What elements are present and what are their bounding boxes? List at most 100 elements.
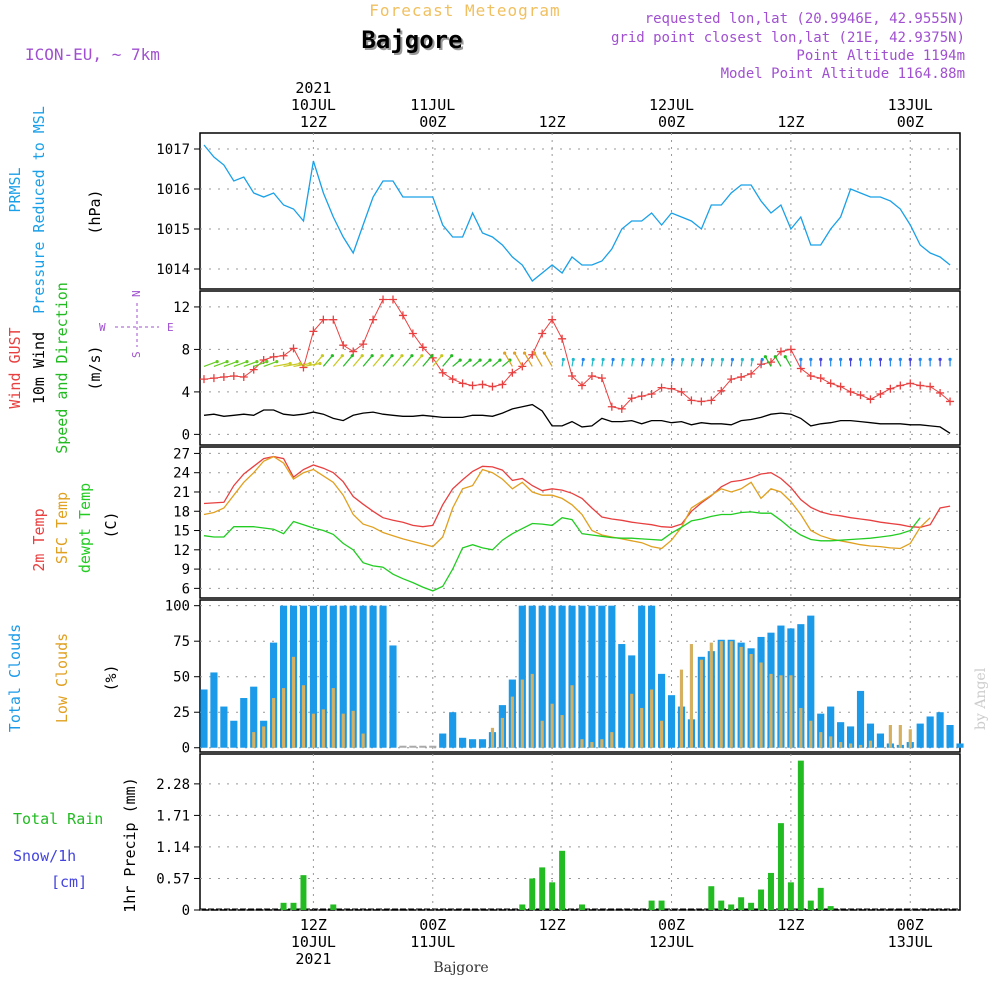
wind-arrow-head xyxy=(400,354,404,358)
gust-marker xyxy=(647,390,656,399)
wind-direction-arrow xyxy=(243,361,258,367)
wind-arrow-head xyxy=(275,360,279,364)
gust-marker xyxy=(438,368,447,377)
wind-direction-arrow xyxy=(293,362,311,367)
low-cloud-bar xyxy=(272,698,276,748)
total-cloud-bar xyxy=(478,739,487,748)
low-cloud-bar xyxy=(600,739,604,748)
wind-arrow-head xyxy=(868,357,873,362)
total-cloud-bar xyxy=(876,733,884,748)
total-cloud-bar xyxy=(578,605,586,748)
total-cloud-bar xyxy=(399,745,407,748)
panel-temperature: 6 9 12 15 18 21 24 27 2m Temp SFC Temp dewpt Temp (… xyxy=(30,446,961,599)
wind-arrow-head xyxy=(370,354,374,358)
y-tick-label: 0.57 xyxy=(156,871,190,887)
wind-arrow-head xyxy=(581,357,585,362)
wind-arrow-head xyxy=(360,354,364,358)
wind-arrow-head xyxy=(320,354,325,358)
low-cloud-bar xyxy=(759,662,763,748)
total-cloud-bar xyxy=(807,615,815,748)
gust-marker xyxy=(468,381,477,390)
gust-marker xyxy=(906,379,915,388)
bottom-axis-label: 12Z xyxy=(777,916,804,934)
wind-arrow-head xyxy=(498,358,502,362)
gust-marker xyxy=(249,365,258,374)
y-tick-label: 18 xyxy=(173,504,190,520)
gust-marker xyxy=(737,373,746,382)
gust-marker xyxy=(667,384,676,393)
wind-arrow-head xyxy=(318,361,322,366)
wind-arrow-head xyxy=(288,361,292,366)
requested-coords: requested lon,lat (20.9946E, 42.9555N) xyxy=(645,11,965,27)
low-cloud-bar xyxy=(679,669,684,748)
low-cloud-bar xyxy=(510,696,514,748)
dewpt-label: dewpt Temp xyxy=(76,483,94,573)
wind-arrow-head xyxy=(235,360,239,364)
wind-arrow-head xyxy=(631,357,635,362)
precip-bar xyxy=(290,902,297,910)
gust-marker xyxy=(826,379,835,388)
low-cloud-bar xyxy=(739,646,743,748)
wind-direction-arrow xyxy=(203,361,218,367)
wind-direction-arrow xyxy=(492,359,501,367)
compass-north: N xyxy=(130,290,143,297)
bottom-axis-label: 00Z xyxy=(419,916,446,934)
total-cloud-bar xyxy=(648,605,656,748)
wind-direction-arrow xyxy=(263,361,278,367)
wind-direction-arrow xyxy=(472,359,481,367)
top-axis-label: 13JUL xyxy=(888,96,933,114)
bottom-axis-label: 12Z xyxy=(300,916,327,934)
wind-arrow-head xyxy=(350,354,354,358)
wind-arrow-head xyxy=(671,357,675,362)
wind-arrow-head xyxy=(468,358,472,362)
precip-bar xyxy=(817,887,824,910)
gust-marker xyxy=(836,382,845,391)
panels: 1014 1015 1016 1017 PRMSL Pressure Reduced to… xyxy=(6,106,964,919)
low-cloud-bar xyxy=(659,720,664,748)
precip-bar xyxy=(827,906,834,910)
total-cloud-bar xyxy=(827,706,835,748)
wind-arrow-head xyxy=(908,357,912,362)
wind-arrow-head xyxy=(740,357,744,362)
wind-arrow-head xyxy=(878,357,883,362)
total-cloud-bar xyxy=(916,723,924,748)
compass-east: E xyxy=(167,321,174,334)
wind-direction-arrow xyxy=(332,355,343,367)
gust-marker xyxy=(349,347,358,356)
precip-bar xyxy=(807,900,814,910)
compass-west: W xyxy=(99,321,106,334)
wind-arrow-head xyxy=(720,357,725,362)
total-cloud-bar xyxy=(379,605,387,748)
wind-arrow-head xyxy=(488,358,492,362)
low-cloud-bar xyxy=(262,726,266,748)
low-cloud-bar xyxy=(341,713,345,748)
total-cloud-bar xyxy=(817,713,825,748)
panel-clouds: 0 25 50 75 100 Total Clouds Low Clouds (%) xyxy=(6,599,964,757)
gust-marker xyxy=(677,387,686,396)
wind-direction-arrow xyxy=(273,362,291,367)
y-tick-label: 1016 xyxy=(156,182,190,198)
wind-direction-arrow xyxy=(312,355,323,367)
gust-marker xyxy=(886,384,895,393)
gust-marker xyxy=(607,402,616,411)
gust-label: Wind GUST xyxy=(6,327,24,408)
wind-arrow-head xyxy=(819,357,823,362)
precip-bar xyxy=(777,823,784,910)
watermark: by Angel xyxy=(973,667,989,730)
wind-direction-arrow xyxy=(524,352,533,367)
wind-arrow-head xyxy=(763,355,767,359)
bottom-axis-label: 12JUL xyxy=(649,933,694,951)
low-cloud-bar xyxy=(699,659,703,748)
wind-direction-arrow xyxy=(514,352,523,367)
low-cloud-bar xyxy=(252,732,256,748)
low-cloud-bar xyxy=(570,685,574,748)
low-cloud-bar xyxy=(520,679,524,748)
total-cloud-bar xyxy=(240,698,248,748)
y-tick-label: 50 xyxy=(173,670,190,686)
top-axis-label: 12JUL xyxy=(649,96,694,114)
y-tick-label: 1017 xyxy=(156,142,190,158)
wind-arrow-head xyxy=(380,354,384,358)
gust-marker xyxy=(518,362,527,371)
low-cloud-bar xyxy=(689,644,693,748)
y-tick-label: 1.14 xyxy=(156,840,190,856)
